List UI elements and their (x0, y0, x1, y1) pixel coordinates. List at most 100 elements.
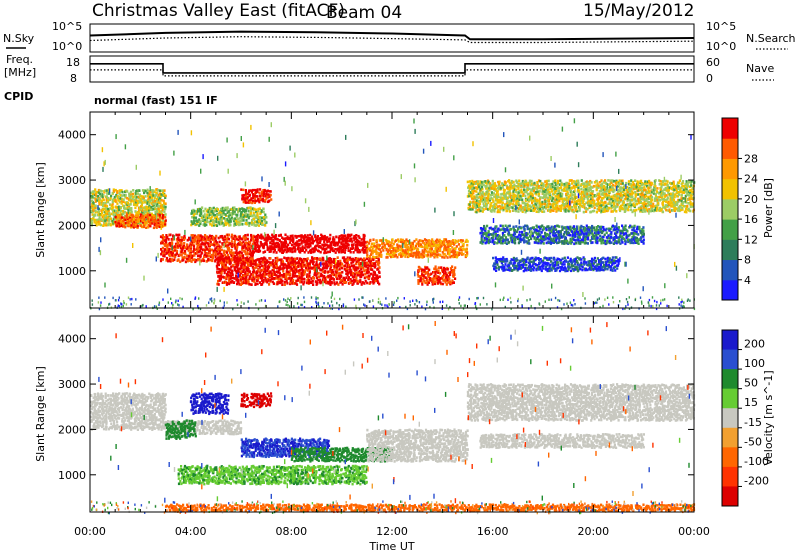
heatmap-cell (259, 188, 262, 191)
heatmap-cell (316, 272, 319, 275)
heatmap-cell (393, 251, 396, 255)
heatmap-cell (497, 180, 500, 184)
heatmap-cell (261, 221, 264, 224)
heatmap-cell (190, 220, 193, 223)
heatmap-cell (434, 272, 437, 276)
heatmap-cell (252, 275, 255, 279)
heatmap-cell (245, 256, 248, 260)
heatmap-cell (319, 274, 322, 278)
heatmap-cell (264, 261, 267, 264)
heatmap-cell (550, 199, 553, 203)
heatmap-cell (332, 278, 335, 281)
heatmap-cell (359, 250, 362, 254)
heatmap-cell (583, 203, 586, 206)
heatmap-cell (243, 277, 246, 281)
heatmap-cell (481, 183, 484, 186)
heatmap-cell (227, 247, 231, 250)
heatmap-cell (206, 252, 209, 255)
heatmap-cell (239, 216, 242, 219)
heatmap-cell (249, 241, 252, 244)
heatmap-cell (586, 192, 589, 196)
heatmap-cell (295, 268, 298, 271)
heatmap-cell (274, 242, 277, 245)
heatmap-cell (563, 199, 566, 202)
heatmap-cell (497, 195, 500, 198)
heatmap-cell (297, 279, 300, 282)
heatmap-cell (378, 261, 381, 265)
heatmap-cell (174, 253, 177, 257)
heatmap-cell (319, 241, 322, 244)
heatmap-cell (123, 222, 126, 226)
heatmap-cell (553, 202, 556, 205)
heatmap-cell (562, 207, 565, 210)
heatmap-cell (306, 281, 309, 285)
heatmap-cell (197, 250, 200, 254)
heatmap-cell (605, 204, 608, 207)
heatmap-cell (191, 209, 194, 213)
heatmap-cell (235, 274, 238, 278)
heatmap-cell (479, 206, 482, 209)
heatmap-cell (157, 189, 160, 192)
heatmap-cell (128, 206, 131, 210)
heatmap-cell (538, 190, 541, 193)
heatmap-cell (362, 266, 365, 270)
heatmap-cell (365, 268, 368, 272)
heatmap-cell (278, 248, 281, 251)
heatmap-cell (391, 250, 394, 254)
heatmap-cell (200, 216, 203, 219)
heatmap-cell (508, 194, 511, 198)
heatmap-cell (297, 234, 300, 238)
heatmap-cell (278, 280, 281, 284)
heatmap-cell (569, 188, 572, 192)
heatmap-cell (347, 249, 350, 252)
heatmap-cell (214, 255, 217, 259)
heatmap-cell (370, 264, 373, 267)
heatmap-cell (408, 253, 411, 256)
heatmap-cell (342, 236, 345, 239)
heatmap-cell (280, 240, 283, 244)
heatmap-cell (572, 180, 575, 183)
heatmap-cell (91, 190, 94, 193)
heatmap-cell (215, 215, 219, 218)
heatmap-cell (296, 261, 299, 264)
heatmap-cell (126, 216, 129, 219)
heatmap-cell (244, 270, 247, 274)
heatmap-cell (193, 240, 196, 244)
heatmap-cell (202, 242, 205, 246)
heatmap-cell (278, 274, 281, 278)
heatmap-cell (246, 278, 249, 282)
heatmap-cell (431, 253, 434, 257)
heatmap-cell (490, 183, 493, 187)
heatmap-cell (330, 246, 333, 249)
heatmap-cell (269, 278, 272, 282)
heatmap-cell (235, 246, 239, 250)
heatmap-cell (280, 243, 283, 246)
heatmap-cell (97, 194, 100, 198)
heatmap-cell (417, 253, 420, 256)
heatmap-cell (425, 254, 428, 257)
heatmap-cell (489, 204, 492, 207)
heatmap-cell (586, 197, 589, 201)
heatmap-cell (311, 256, 314, 259)
heatmap-cell (374, 245, 377, 248)
heatmap-cell (309, 260, 312, 264)
heatmap-cell (206, 238, 209, 241)
heatmap-cell (103, 221, 107, 224)
heatmap-cell (281, 275, 284, 279)
heatmap-cell (244, 266, 247, 269)
heatmap-cell (258, 235, 261, 238)
heatmap-cell (159, 206, 162, 210)
heatmap-cell (566, 181, 569, 185)
heatmap-cell (338, 267, 341, 271)
heatmap-cell (161, 258, 164, 261)
heatmap-cell (347, 271, 350, 275)
heatmap-cell (212, 212, 215, 215)
heatmap-cell (139, 221, 142, 225)
heatmap-cell (616, 194, 619, 198)
heatmap-cell (328, 244, 331, 248)
heatmap-cell (499, 187, 502, 190)
heatmap-cell (163, 204, 166, 207)
heatmap-cell (203, 224, 206, 227)
heatmap-cell (483, 196, 486, 199)
heatmap-cell (300, 273, 303, 277)
